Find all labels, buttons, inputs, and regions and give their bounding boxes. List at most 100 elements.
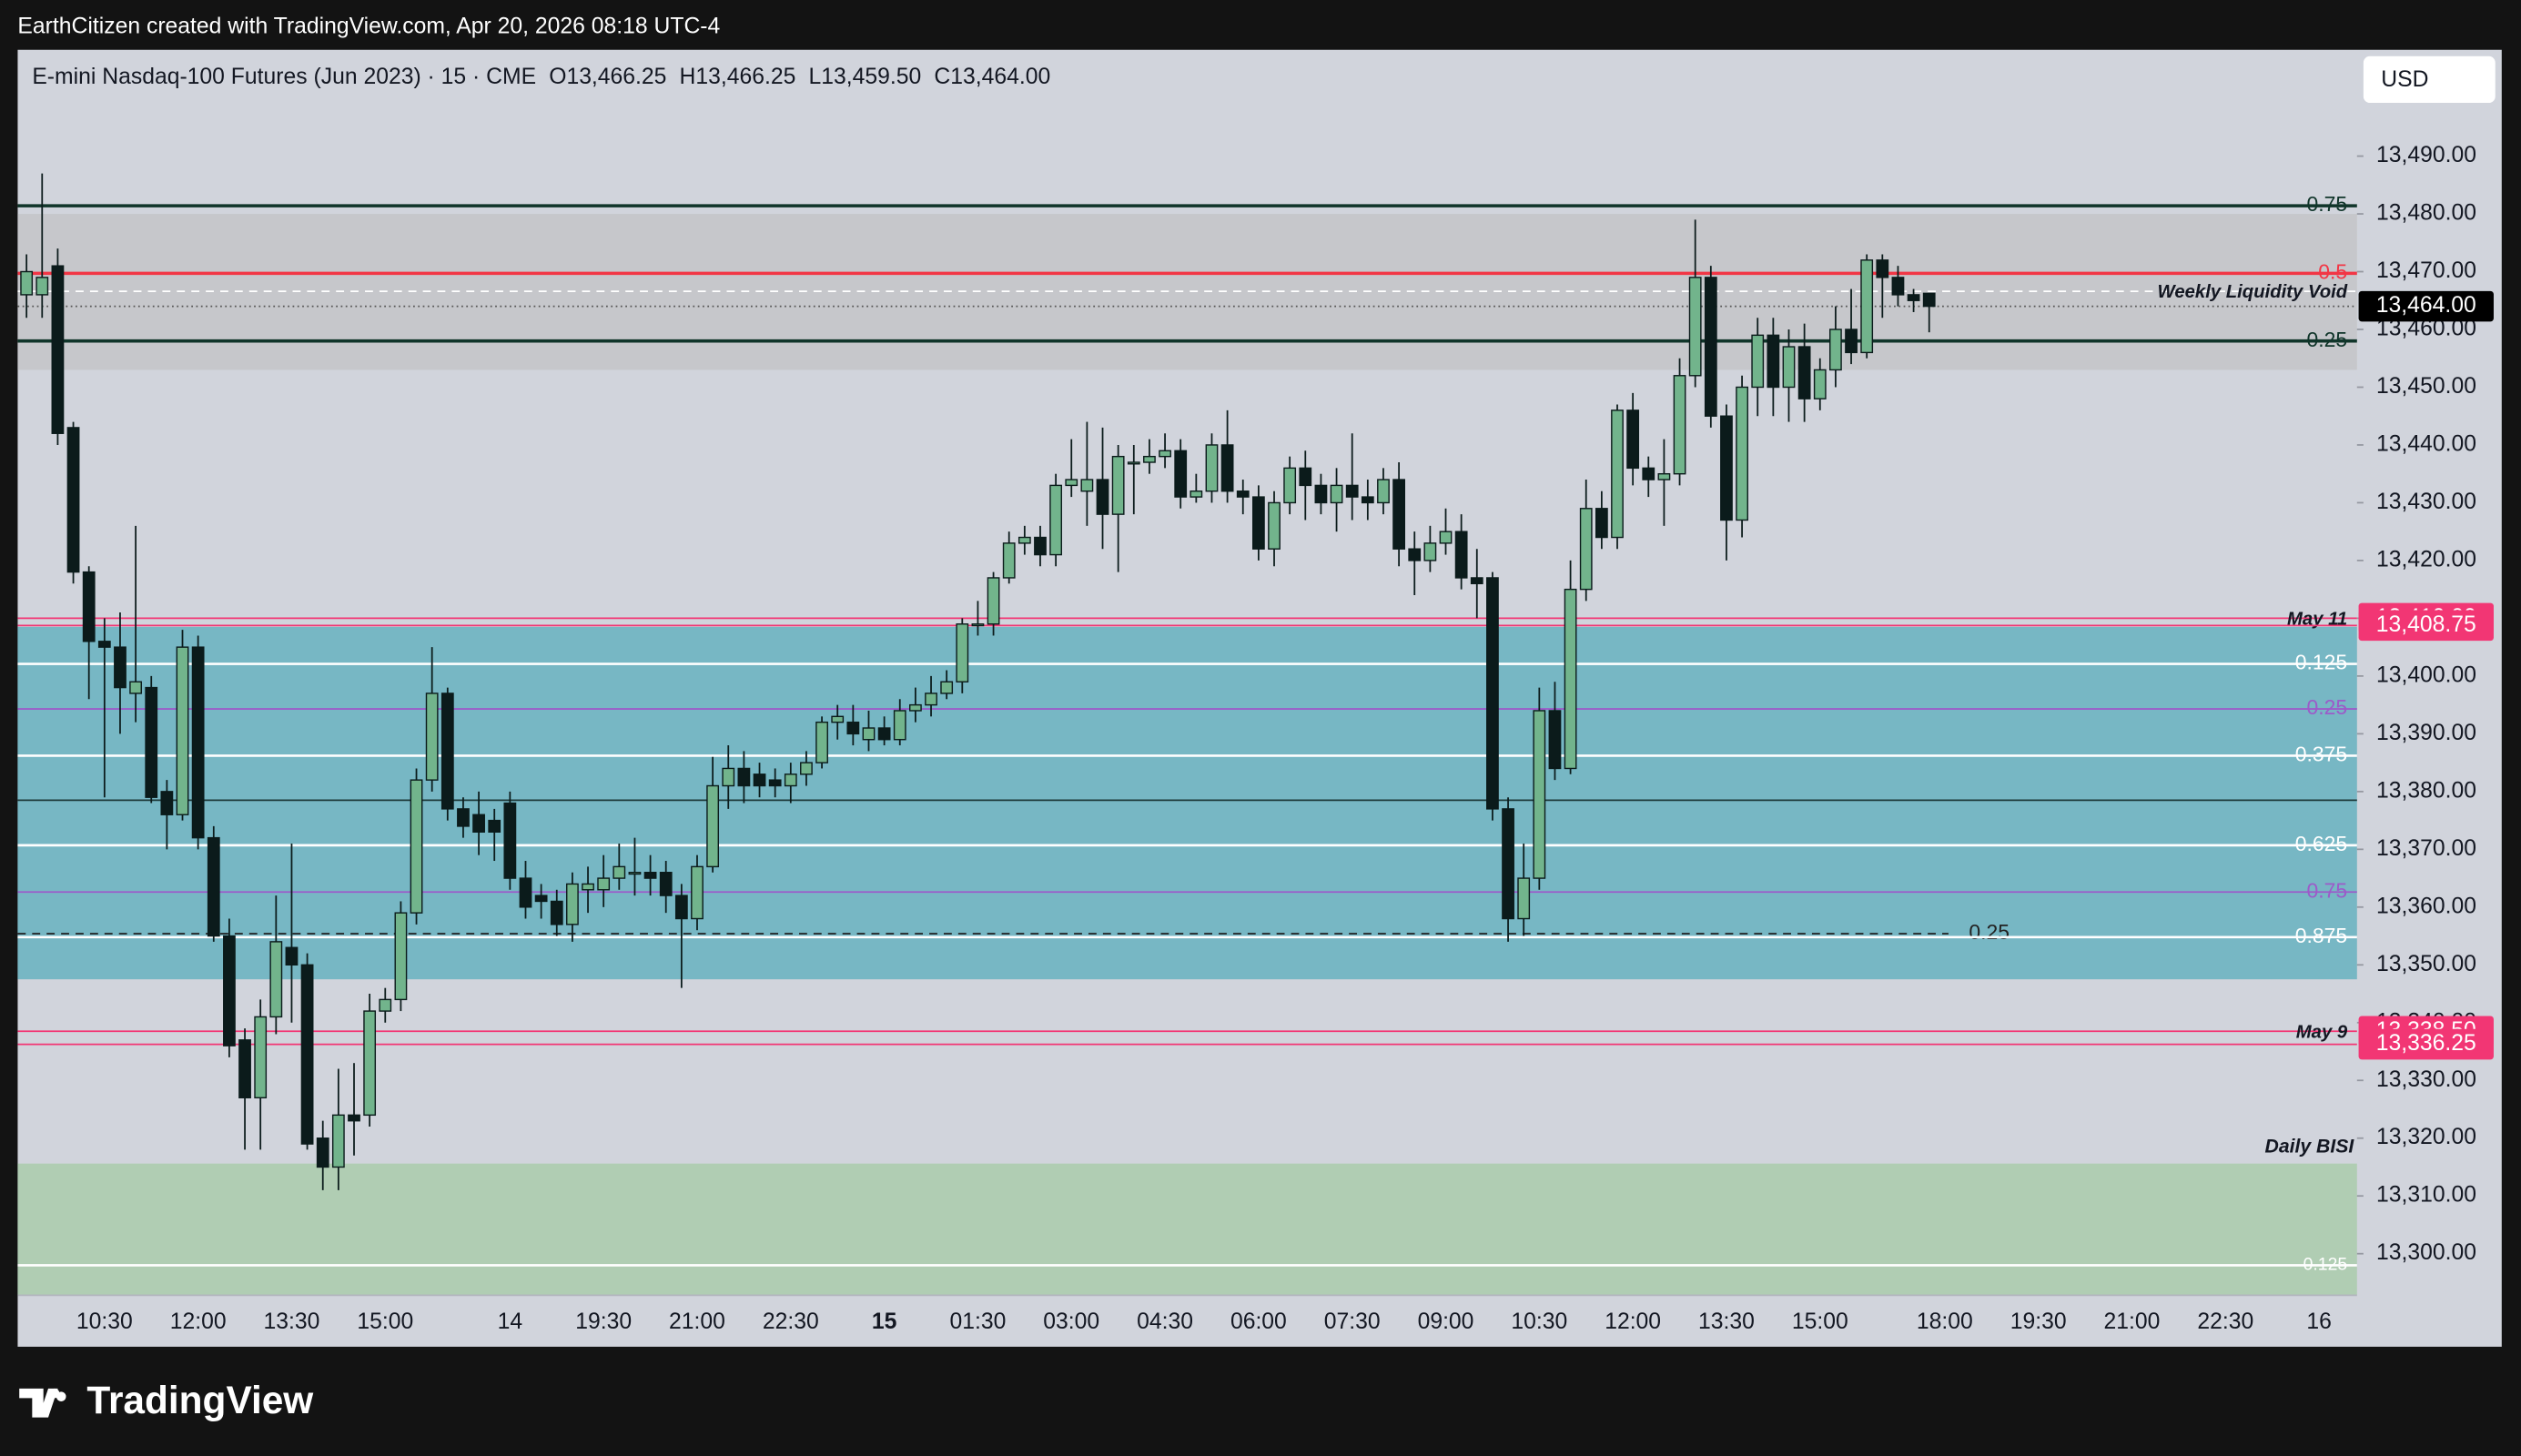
y-tick-label: 13,310.00 [2376, 1183, 2476, 1208]
candle-body [1205, 444, 1219, 492]
currency-button[interactable] [2363, 56, 2496, 104]
price-badge-label: 13,464.00 [2376, 293, 2476, 318]
candle-body [1299, 467, 1312, 487]
candle-body [831, 715, 845, 723]
candle-body [191, 646, 205, 839]
x-tick-label: 22:30 [2197, 1309, 2253, 1334]
candle-body [1688, 277, 1702, 377]
candle-body [877, 727, 891, 741]
candle-body [348, 1114, 360, 1122]
level-label: 0.125 [2303, 1255, 2348, 1275]
zone [17, 1163, 2357, 1296]
candle-body [1767, 334, 1780, 389]
candle-body [1502, 808, 1514, 920]
level-label: May 11 [2287, 610, 2347, 630]
candle-body [1096, 479, 1109, 515]
candle-body [1314, 484, 1328, 504]
x-tick-label: 04:30 [1137, 1309, 1193, 1334]
candle-body [1377, 479, 1390, 504]
x-tick-label: 06:00 [1230, 1309, 1287, 1334]
candle-body [1268, 501, 1281, 550]
y-tick-label: 13,480.00 [2376, 201, 2476, 226]
candle-body [1736, 386, 1748, 521]
candle-body [35, 277, 49, 296]
candle-body [1190, 490, 1203, 498]
y-tick-label: 13,300.00 [2376, 1240, 2476, 1265]
candle-body [1034, 536, 1047, 556]
candle-body [1720, 415, 1733, 521]
candle-body [566, 883, 579, 925]
y-tick-label: 13,490.00 [2376, 143, 2476, 167]
y-tick-label: 13,350.00 [2376, 952, 2476, 976]
candle-body [1423, 542, 1437, 561]
candle-body [940, 681, 954, 694]
candle-body [1002, 542, 1016, 579]
candle-body [331, 1114, 345, 1168]
candle-body [768, 779, 782, 787]
x-tick-label: 19:30 [575, 1309, 632, 1334]
x-tick-label: 07:30 [1324, 1309, 1381, 1334]
level-label: 0.375 [2295, 743, 2347, 766]
brand: TradingView [86, 1379, 314, 1421]
candle-body [925, 693, 937, 706]
x-tick-label: 12:00 [170, 1309, 227, 1334]
candle-body [1642, 467, 1655, 480]
x-tick-label: 09:00 [1418, 1309, 1474, 1334]
title: E-mini Nasdaq-100 Futures (Jun 2023) · 1… [32, 64, 536, 88]
candle-body [1595, 508, 1608, 539]
candle-body [1626, 410, 1640, 470]
chart-title: E-mini Nasdaq-100 Futures (Jun 2023) · 1… [32, 64, 1050, 88]
candle-body [1611, 410, 1624, 539]
zone-label: Daily BISI [2265, 1137, 2355, 1158]
candle-body [862, 727, 876, 741]
x-tick-label: 16 [2306, 1309, 2332, 1334]
candle-body [114, 646, 127, 689]
candle-body [440, 693, 454, 810]
candle-body [1564, 588, 1577, 770]
candle-body [503, 802, 517, 879]
candle-body [1829, 329, 1842, 371]
candle-body [1782, 346, 1796, 389]
ohlc-close: C13,464.00 [934, 64, 1050, 88]
candle-body [1159, 450, 1171, 458]
ohlc-open: O13,466.25 [549, 64, 666, 88]
candle-body [1345, 484, 1359, 498]
candle-body [722, 767, 735, 787]
candle-body [1065, 479, 1078, 487]
candle-body [1548, 710, 1562, 770]
candle-body [815, 721, 828, 763]
level-label: 0.875 [2295, 924, 2347, 947]
currency[interactable]: USD [2381, 67, 2428, 92]
level-label: 0.25 [2307, 328, 2348, 351]
y-tick-label: 13,470.00 [2376, 258, 2476, 283]
y-tick-label: 13,360.00 [2376, 894, 2476, 918]
candle-body [82, 571, 96, 642]
candle-body [472, 814, 485, 833]
candle-body [457, 808, 470, 827]
candle-body [1283, 467, 1297, 504]
y-tick-label: 13,400.00 [2376, 662, 2476, 687]
candle-body [488, 819, 501, 833]
candle-body [1454, 531, 1468, 579]
candle-body [1517, 877, 1531, 920]
y-tick-label: 13,430.00 [2376, 490, 2476, 514]
level-label: 0.75 [2307, 192, 2348, 216]
candle-body [691, 865, 704, 920]
candle-body [1439, 531, 1453, 544]
candle-body [1922, 292, 1936, 308]
y-tick-label: 13,450.00 [2376, 374, 2476, 399]
zone [17, 626, 2357, 980]
candle-body [238, 1039, 251, 1099]
x-tick-label: 03:00 [1043, 1309, 1099, 1334]
x-tick-label: 14 [498, 1309, 523, 1334]
x-tick-label: 13:30 [1698, 1309, 1755, 1334]
level-label: May 9 [2296, 1022, 2348, 1042]
candle-body [66, 427, 80, 573]
candle-body [1236, 490, 1250, 498]
candle-body [425, 693, 439, 781]
x-tick-label: 21:00 [669, 1309, 725, 1334]
candle-body [1673, 375, 1686, 475]
zone [17, 214, 2357, 370]
price-badge [2358, 290, 2494, 322]
